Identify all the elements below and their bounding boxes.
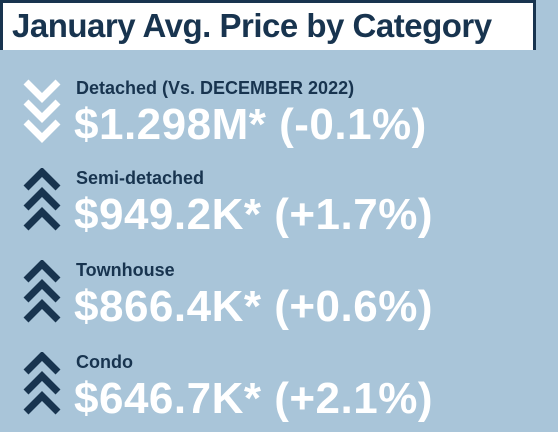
- category-value: $949.2K* (+1.7%): [74, 190, 433, 239]
- category-label: Townhouse: [76, 260, 175, 280]
- chevron-down-icon: [20, 78, 64, 158]
- category-label: Detached (Vs. DECEMBER 2022): [76, 78, 355, 98]
- category-value: $646.7K* (+2.1%): [74, 374, 433, 423]
- chevron-up-icon: [20, 168, 64, 248]
- category-value: $1.298M* (-0.1%): [74, 100, 427, 149]
- category-label: Semi-detached: [76, 168, 205, 188]
- chevron-up-icon: [20, 352, 64, 432]
- category-label: Condo: [76, 352, 133, 372]
- page-title: January Avg. Price by Category: [12, 7, 492, 44]
- category-value: $866.4K* (+0.6%): [74, 282, 433, 331]
- chevron-up-icon: [20, 260, 64, 340]
- header: January Avg. Price by Category: [0, 0, 536, 50]
